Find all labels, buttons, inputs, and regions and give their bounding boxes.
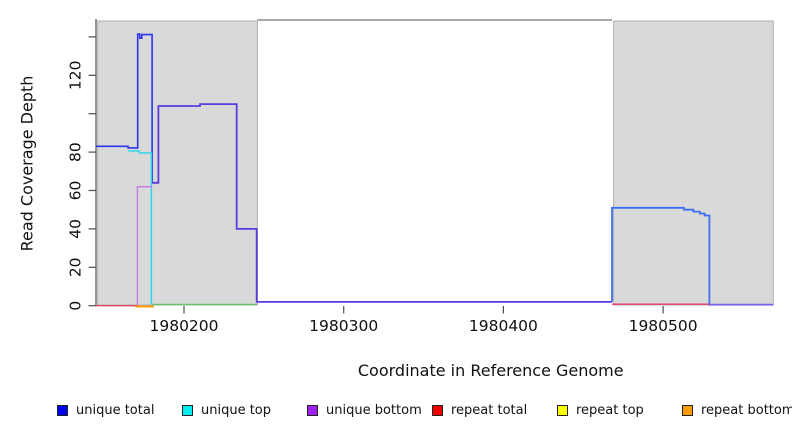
- series-unique-total-left: [96, 33, 153, 183]
- shaded-region-2: [613, 20, 774, 306]
- shaded-region-1: [97, 20, 258, 306]
- series-unique-total-right: [611, 206, 711, 306]
- y-axis-title: Read Coverage Depth: [17, 75, 37, 251]
- legend-item-repeat-bottom: repeat bottom: [682, 401, 792, 419]
- legend-label: unique top: [201, 402, 272, 418]
- legend-label: repeat top: [576, 402, 644, 418]
- y-tick-label-80: 80: [67, 142, 85, 162]
- legend-item-unique-top: unique top: [182, 401, 271, 419]
- legend-swatch-icon: [57, 404, 68, 416]
- x-axis-title: Coordinate in Reference Genome: [357, 361, 624, 380]
- legend-item-unique-bottom: unique bottom: [307, 401, 422, 419]
- x-tick-label-1980200: 1980200: [149, 317, 218, 335]
- legend-swatch-icon: [307, 404, 318, 416]
- legend-label: unique bottom: [326, 402, 422, 418]
- y-tick-label-0: 0: [67, 301, 85, 311]
- legend-item-repeat-total: repeat total: [432, 401, 527, 419]
- series-unique-top: [128, 150, 153, 305]
- legend-swatch-icon: [182, 404, 193, 416]
- legend: unique total unique top unique bottom repea…: [0, 401, 792, 421]
- y-tick-label-40: 40: [67, 219, 85, 239]
- legend-swatch-icon: [557, 404, 568, 416]
- legend-label: repeat total: [451, 402, 528, 418]
- y-tick-label-120: 120: [67, 61, 85, 91]
- legend-swatch-icon: [682, 404, 693, 416]
- x-tick-label-1980500: 1980500: [629, 317, 698, 335]
- legend-item-repeat-top: repeat top: [557, 401, 644, 419]
- legend-item-unique-total: unique total: [57, 401, 154, 419]
- legend-label: repeat bottom: [701, 402, 792, 418]
- legend-label: unique total: [76, 402, 155, 418]
- legend-swatch-icon: [432, 404, 443, 416]
- x-tick-label-1980300: 1980300: [309, 317, 378, 335]
- series-unique-bottom: [136, 185, 153, 306]
- series-unique-total-plus-bottom-plateau: [152, 103, 612, 303]
- y-tick-label-20: 20: [67, 257, 85, 277]
- y-tick-label-60: 60: [67, 181, 85, 201]
- x-tick-label-1980400: 1980400: [469, 317, 538, 335]
